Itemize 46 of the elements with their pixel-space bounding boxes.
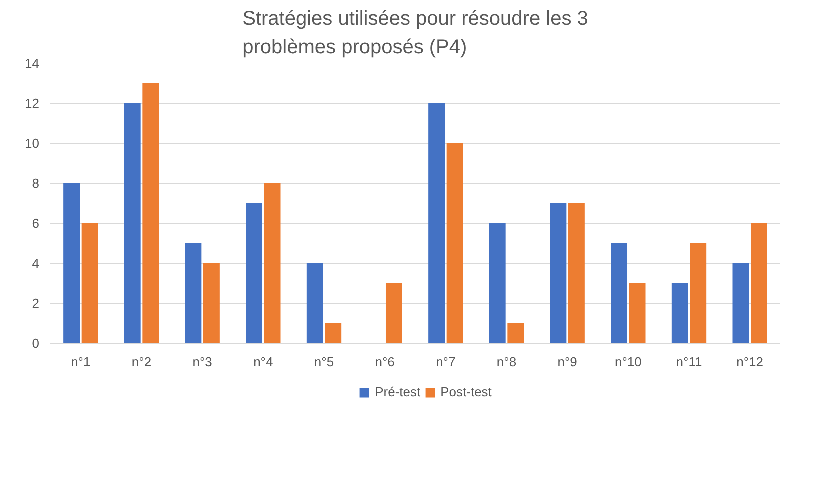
y-tick-label: 8 — [32, 176, 40, 191]
y-tick-label: 0 — [32, 336, 40, 351]
x-tick-label: n°2 — [132, 354, 152, 370]
bar — [64, 184, 80, 344]
x-tick-label: n°1 — [71, 354, 91, 370]
bar — [732, 264, 750, 344]
x-tick-label: n°6 — [375, 354, 395, 370]
bar — [142, 84, 160, 344]
bar — [386, 284, 402, 344]
bar — [82, 224, 98, 344]
bar — [428, 104, 446, 344]
x-tick-label: n°10 — [614, 354, 642, 370]
bar — [124, 104, 141, 344]
x-tick-label: n°3 — [192, 354, 212, 370]
chart-title: Stratégies utilisées pour résoudre les 3 problèmes proposés (P4) — [242, 8, 588, 58]
y-tick-label: 6 — [32, 216, 40, 231]
y-tick-label: 2 — [32, 296, 40, 311]
bar — [446, 144, 464, 344]
legend-label: Post-test — [440, 384, 492, 400]
y-tick-label: 14 — [25, 56, 40, 71]
x-tick-label: n°4 — [254, 354, 274, 370]
bar — [690, 244, 707, 344]
bar — [185, 244, 202, 344]
bar — [611, 244, 628, 344]
x-tick-label: n°11 — [676, 354, 702, 370]
x-tick-label: n°12 — [736, 354, 764, 370]
bar — [672, 284, 688, 344]
bar — [508, 324, 524, 344]
legend-label: Pré-test — [375, 384, 421, 400]
x-tick-label: n°8 — [496, 354, 517, 370]
bar — [246, 204, 263, 344]
bar — [550, 204, 567, 344]
bar — [489, 224, 506, 344]
bar — [264, 184, 281, 344]
bar — [750, 224, 768, 344]
bar — [203, 264, 220, 344]
bar — [325, 324, 342, 344]
x-tick-label: n°9 — [558, 354, 578, 370]
bar — [306, 264, 324, 344]
y-tick-label: 10 — [25, 136, 40, 151]
bar — [629, 284, 646, 344]
x-tick-label: n°7 — [436, 354, 456, 370]
y-tick-label: 4 — [32, 256, 40, 271]
bar — [568, 204, 585, 344]
y-tick-label: 12 — [25, 96, 40, 111]
x-tick-label: n°5 — [314, 354, 334, 370]
